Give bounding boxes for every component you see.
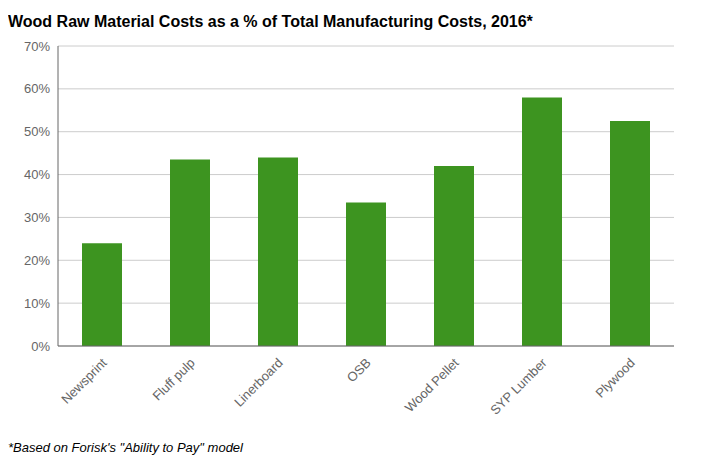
svg-text:60%: 60%: [24, 81, 50, 96]
svg-text:Newsprint: Newsprint: [58, 355, 110, 407]
svg-text:0%: 0%: [31, 339, 50, 354]
svg-text:SYP Lumber: SYP Lumber: [487, 355, 550, 418]
svg-text:40%: 40%: [24, 167, 50, 182]
svg-text:Linerboard: Linerboard: [231, 355, 286, 410]
svg-text:Plywood: Plywood: [592, 355, 637, 400]
html-text:Wood Raw Material Costs as a %: Wood Raw Material Costs as a % of Total …: [8, 13, 533, 30]
svg-text:Wood Pellet: Wood Pellet: [402, 355, 462, 415]
svg-text:OSB: OSB: [344, 355, 374, 385]
svg-text:10%: 10%: [24, 296, 50, 311]
html-text:*Based on Forisk's "Ability to: *Based on Forisk's "Ability to Pay" mode…: [8, 440, 243, 455]
svg-text:30%: 30%: [24, 210, 50, 225]
svg-text:70%: 70%: [24, 39, 50, 54]
svg-text:Fluff pulp: Fluff pulp: [150, 355, 198, 403]
svg-text:20%: 20%: [24, 253, 50, 268]
svg-text:50%: 50%: [24, 124, 50, 139]
